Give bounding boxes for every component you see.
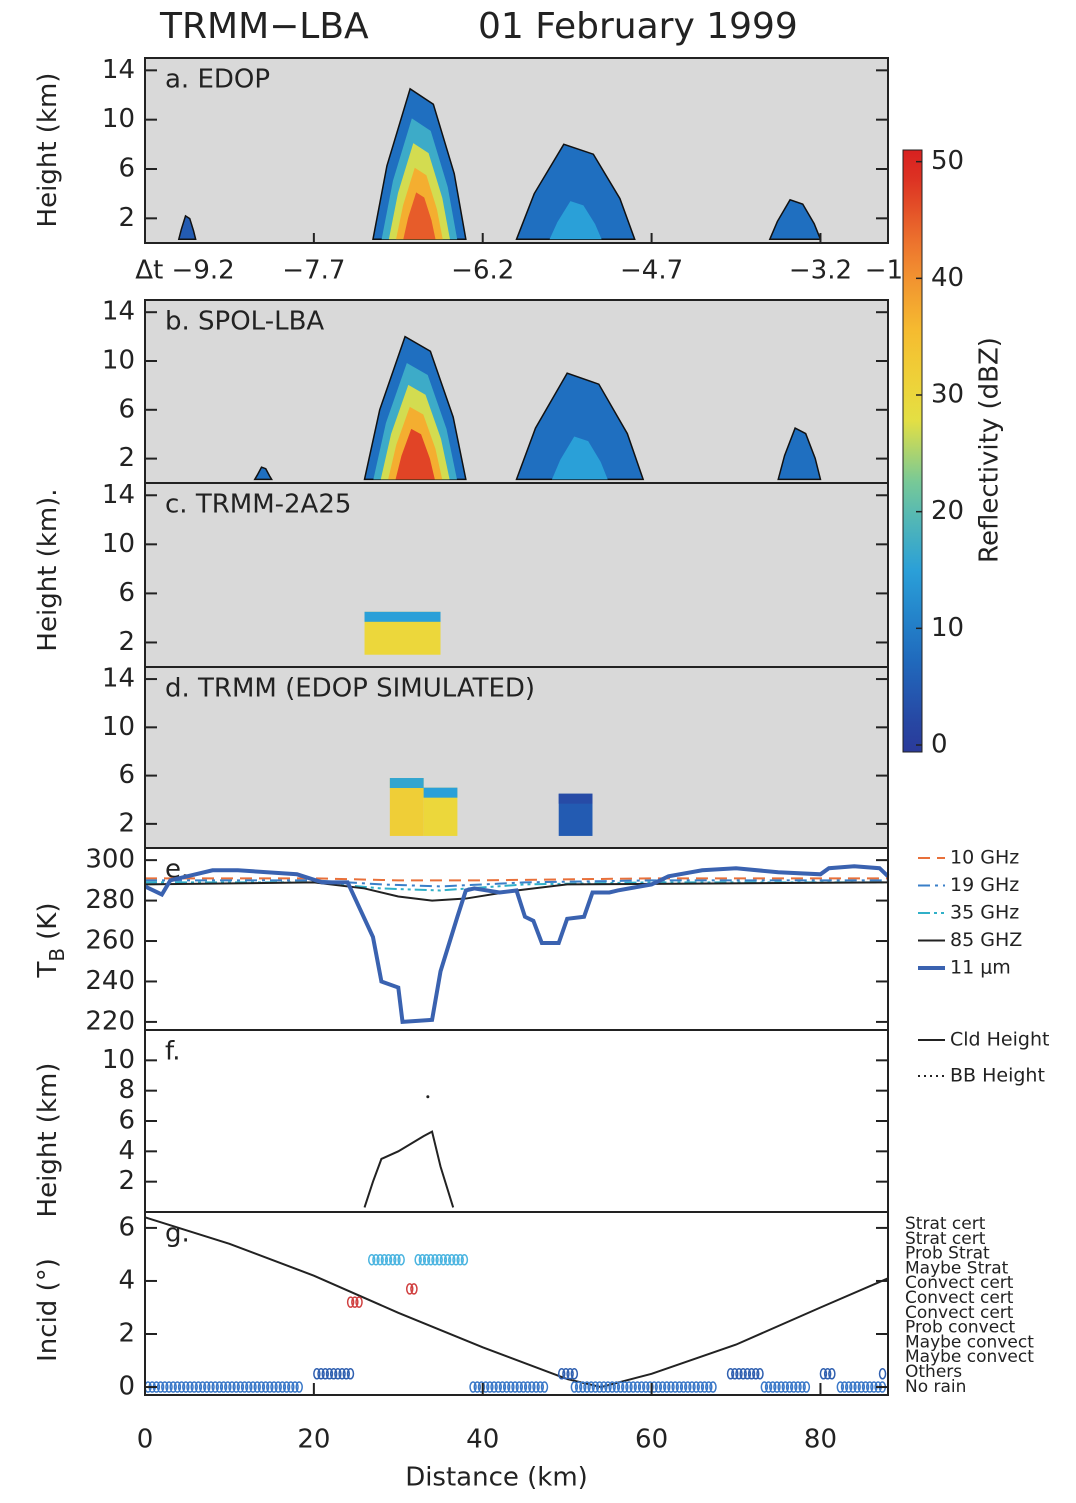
dt-tick-label: −7.7 bbox=[282, 256, 345, 286]
dt-tick-label: −6.2 bbox=[451, 256, 514, 286]
legend-label: BB Height bbox=[950, 1065, 1045, 1087]
panel-label: c. TRMM-2A25 bbox=[165, 490, 351, 520]
y-tick-label: 2 bbox=[118, 443, 135, 473]
y-axis-label: Height (km). bbox=[33, 488, 63, 651]
x-tick-label: 60 bbox=[635, 1425, 668, 1455]
title-right: 01 February 1999 bbox=[478, 6, 798, 47]
y-axis-label-main: Height (km) bbox=[33, 73, 63, 228]
y-axis-label: Height (km) bbox=[33, 73, 63, 228]
echo-top bbox=[559, 794, 593, 804]
y-tick-label: 2 bbox=[118, 203, 135, 233]
figure: TRMM−LBA 01 February 1999 a. EDOP 2 6 10 14 H… bbox=[0, 0, 1076, 1503]
x-axis-label: Distance (km) bbox=[405, 1463, 588, 1493]
legend-label: 85 GHZ bbox=[950, 929, 1022, 951]
title-left: TRMM−LBA bbox=[159, 6, 369, 47]
y-tick-label: 4 bbox=[118, 1265, 135, 1295]
colorbar bbox=[903, 150, 922, 752]
y-tick-label: 6 bbox=[118, 760, 135, 790]
y-axis-label-main: Height (km) bbox=[33, 1063, 63, 1218]
x-tick-label: 20 bbox=[297, 1425, 330, 1455]
colorbar-tick-label: 20 bbox=[931, 496, 964, 526]
y-tick-label: 2 bbox=[118, 808, 135, 838]
y-axis-label-main: Height (km). bbox=[33, 488, 63, 651]
panel-label: g. bbox=[165, 1219, 190, 1249]
y-axis-label-main: T bbox=[33, 961, 63, 978]
plot-area bbox=[145, 1212, 888, 1395]
y-tick-label: 6 bbox=[118, 1106, 135, 1136]
y-tick-label: 4 bbox=[118, 1136, 135, 1166]
panel-label: f. bbox=[165, 1037, 181, 1067]
y-axis-label-unit: (K) bbox=[33, 903, 63, 940]
y-tick-label: 10 bbox=[102, 1045, 135, 1075]
y-tick-label: 0 bbox=[118, 1372, 135, 1402]
echo-top bbox=[424, 788, 458, 798]
y-tick-label: 260 bbox=[85, 926, 135, 956]
y-tick-label: 14 bbox=[102, 55, 135, 85]
y-tick-label: 14 bbox=[102, 664, 135, 694]
x-tick-label: 40 bbox=[466, 1425, 499, 1455]
y-tick-label: 10 bbox=[102, 104, 135, 134]
y-tick-label: 2 bbox=[118, 1319, 135, 1349]
colorbar-label: Reflectivity (dBZ) bbox=[975, 337, 1005, 563]
echo-top bbox=[365, 612, 441, 622]
y-tick-label: 8 bbox=[118, 1075, 135, 1105]
y-axis-label: Height (km) bbox=[33, 1063, 63, 1218]
y-tick-label: 6 bbox=[118, 1212, 135, 1242]
colorbar-tick-label: 50 bbox=[931, 146, 964, 176]
legend-label: Cld Height bbox=[950, 1029, 1049, 1051]
dt-tick-label: −3.2 bbox=[789, 256, 852, 286]
class-legend-label: No rain bbox=[905, 1377, 966, 1397]
panel: a. EDOP 2 6 10 14 Height (km) bbox=[33, 55, 889, 243]
legend-label: 19 GHz bbox=[950, 874, 1019, 896]
colorbar-tick-label: 30 bbox=[931, 380, 964, 410]
panel-label: a. EDOP bbox=[165, 65, 270, 95]
y-tick-label: 6 bbox=[118, 394, 135, 424]
y-axis-label: Incid (°) bbox=[33, 1258, 63, 1362]
line-point bbox=[426, 1095, 429, 1098]
echo-top bbox=[390, 778, 424, 788]
y-axis-label-main: Incid (°) bbox=[33, 1258, 63, 1362]
panel: g. 0 2 4 6 Incid (°) bbox=[33, 1212, 889, 1402]
y-tick-label: 14 bbox=[102, 480, 135, 510]
y-tick-label: 220 bbox=[85, 1006, 135, 1036]
dt-tick-label: Δt −9.2 bbox=[135, 256, 234, 286]
panel: c. TRMM-2A25 2 6 10 14 bbox=[102, 480, 888, 667]
plot-area bbox=[145, 848, 888, 1030]
y-tick-label: 14 bbox=[102, 297, 135, 327]
y-tick-label: 280 bbox=[85, 885, 135, 915]
x-tick-label: 0 bbox=[137, 1425, 154, 1455]
y-tick-label: 6 bbox=[118, 154, 135, 184]
panel-label: b. SPOL-LBA bbox=[165, 307, 324, 337]
y-axis-label-sub: B bbox=[45, 948, 69, 962]
colorbar-tick-label: 10 bbox=[931, 613, 964, 643]
y-tick-label: 10 bbox=[102, 712, 135, 742]
y-tick-label: 6 bbox=[118, 578, 135, 608]
y-tick-label: 10 bbox=[102, 346, 135, 376]
y-tick-label: 240 bbox=[85, 966, 135, 996]
y-tick-label: 2 bbox=[118, 627, 135, 657]
y-tick-label: 10 bbox=[102, 529, 135, 559]
y-tick-label: 300 bbox=[85, 845, 135, 875]
panel: d. TRMM (EDOP SIMULATED) 2 6 10 14 bbox=[102, 664, 888, 848]
colorbar-tick-label: 0 bbox=[931, 730, 948, 760]
legend-label: 11 μm bbox=[950, 957, 1011, 979]
y-axis-label: TB (K) bbox=[33, 903, 69, 979]
panel-label: d. TRMM (EDOP SIMULATED) bbox=[165, 674, 535, 704]
legend-label: 10 GHz bbox=[950, 847, 1019, 869]
panel: e.220240260280300TB(K) bbox=[33, 845, 889, 1037]
y-tick-label: 2 bbox=[118, 1166, 135, 1196]
dt-tick-label: −4.7 bbox=[620, 256, 683, 286]
x-tick-label: 80 bbox=[804, 1425, 837, 1455]
plot-area bbox=[145, 1030, 888, 1212]
legend-label: 35 GHz bbox=[950, 902, 1019, 924]
colorbar-tick-label: 40 bbox=[931, 263, 964, 293]
